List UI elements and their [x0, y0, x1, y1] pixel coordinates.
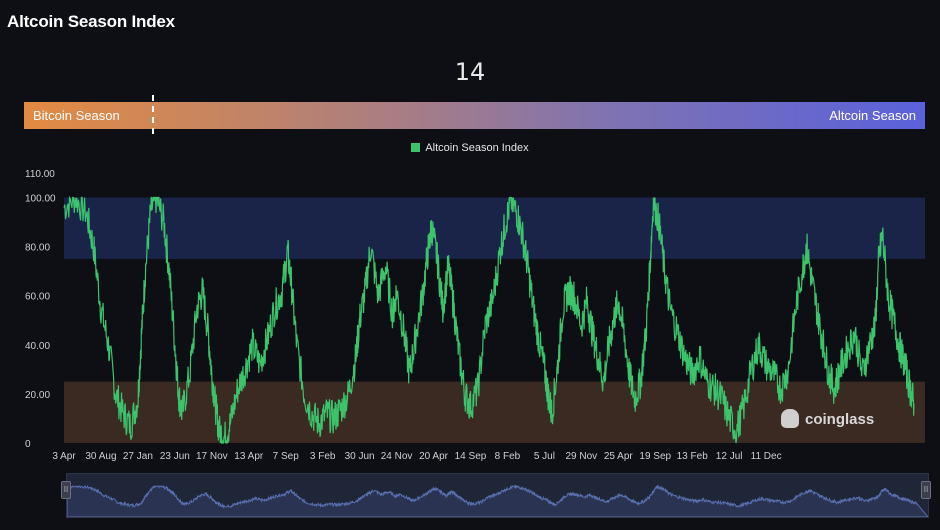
y-tick-label: 40.00	[25, 341, 50, 352]
x-tick-label: 12 Jul	[716, 451, 743, 462]
x-tick-label: 13 Feb	[677, 451, 709, 462]
x-tick-label: 20 Apr	[419, 451, 449, 462]
x-tick-label: 30 Jun	[345, 451, 375, 462]
x-tick-label: 29 Nov	[565, 451, 597, 462]
navigator-series-area	[66, 484, 930, 518]
y-tick-label: 100.00	[25, 194, 56, 205]
x-tick-label: 3 Apr	[52, 451, 76, 462]
x-tick-label: 5 Jul	[534, 451, 555, 462]
altcoin-season-band	[64, 197, 925, 259]
x-tick-label: 7 Sep	[273, 451, 300, 462]
navigator-right-handle[interactable]: II	[921, 481, 931, 499]
coinglass-icon	[781, 409, 799, 428]
watermark-logo: coinglass	[781, 409, 874, 428]
x-tick-label: 27 Jan	[123, 451, 153, 462]
page-title: Altcoin Season Index	[7, 12, 175, 31]
x-tick-label: 14 Sep	[455, 451, 487, 462]
x-tick-label: 3 Feb	[310, 451, 336, 462]
bitcoin-season-label: Bitcoin Season	[33, 108, 120, 123]
legend-swatch	[411, 143, 421, 152]
gauge-marker	[151, 95, 156, 134]
x-tick-label: 24 Nov	[381, 451, 413, 462]
range-navigator[interactable]	[66, 473, 930, 518]
chart-legend[interactable]: Altcoin Season Index	[0, 142, 940, 154]
x-tick-label: 25 Apr	[604, 451, 634, 462]
x-tick-label: 13 Apr	[234, 451, 264, 462]
x-tick-label: 17 Nov	[196, 451, 228, 462]
navigator-sparkline	[66, 484, 930, 518]
y-tick-label: 0	[25, 439, 31, 450]
watermark-text: coinglass	[805, 411, 875, 428]
navigator-left-handle[interactable]: II	[61, 481, 71, 499]
season-gauge-bar: Bitcoin Season Altcoin Season	[24, 95, 925, 134]
x-tick-label: 23 Jun	[160, 451, 190, 462]
x-tick-label: 8 Feb	[495, 451, 521, 462]
x-tick-label: 11 Dec	[751, 451, 782, 462]
x-tick-label: 19 Sep	[639, 451, 671, 462]
current-index-value: 14	[454, 58, 486, 86]
legend-label: Altcoin Season Index	[425, 142, 529, 154]
y-tick-label: 20.00	[25, 390, 50, 401]
y-tick-label: 80.00	[25, 243, 50, 254]
series-line-altcoin-season-index	[63, 195, 915, 444]
y-tick-label: 60.00	[25, 292, 50, 303]
y-tick-label: 110.00	[25, 169, 55, 180]
x-tick-label: 30 Aug	[85, 451, 116, 462]
altcoin-season-label: Altcoin Season	[829, 108, 916, 123]
